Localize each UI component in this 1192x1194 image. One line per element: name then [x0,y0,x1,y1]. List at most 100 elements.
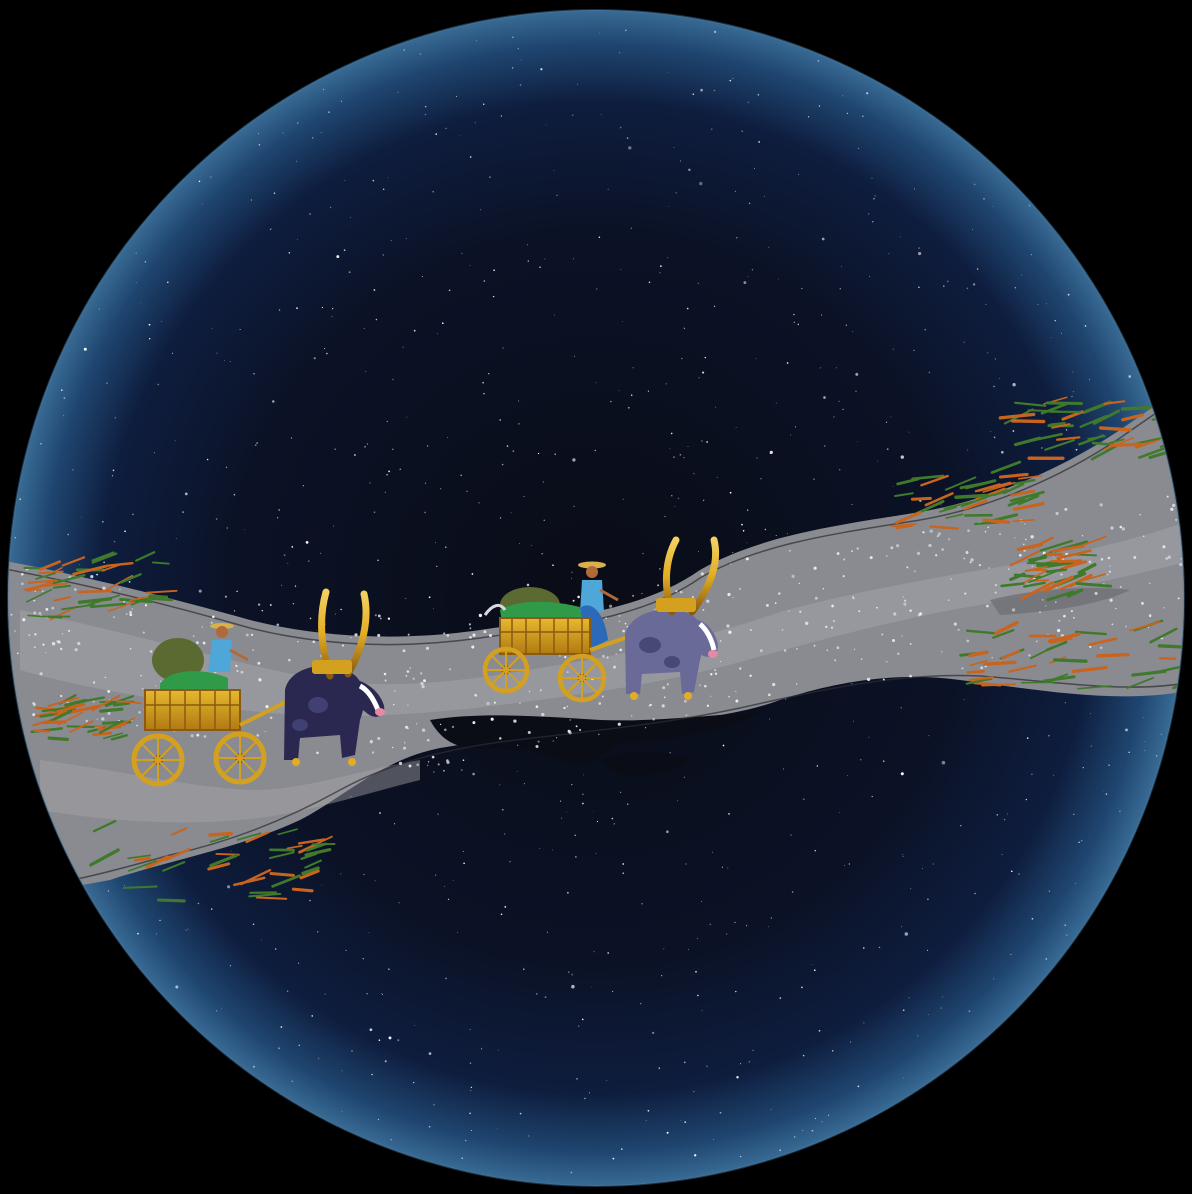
star [520,59,522,61]
star [786,533,788,535]
reed-blade [969,659,988,667]
star [664,515,666,518]
river-speckle [129,610,132,614]
river-speckle [427,761,430,763]
star [230,850,232,852]
star [747,509,749,511]
star [874,195,876,197]
river-speckle [853,597,855,600]
river-speckle [61,633,64,635]
river-speckle [929,529,933,533]
star [1045,958,1047,960]
river-speckle [903,599,907,603]
wheel-left-1 [131,733,185,787]
star [452,879,454,881]
star [229,361,231,362]
river-speckle [1088,560,1092,564]
star [715,406,717,408]
star [819,367,822,369]
star [858,147,860,149]
star [414,1025,416,1026]
river-speckle [994,591,997,594]
star [393,823,396,825]
star [972,283,976,286]
star [702,499,705,502]
star [476,39,478,41]
star [1090,745,1092,747]
river-speckle [125,613,128,616]
reed-blade [968,676,994,682]
reed-blade [98,719,124,734]
star [286,990,289,992]
star [460,134,461,136]
star [368,932,370,934]
star [571,114,574,116]
river-speckle [33,599,36,602]
reed-blade [148,594,169,599]
river-speckle [468,623,471,626]
star [332,308,334,310]
reed-blade [1009,572,1026,582]
river-speckle [1125,625,1127,628]
river-speckle [1163,607,1166,609]
reed-blade [1045,552,1064,557]
star [1012,430,1015,432]
reed-blade [72,564,108,576]
reed-blade [89,602,127,609]
star [868,213,870,215]
reed-blade [286,845,303,850]
river-speckle [1107,556,1111,560]
star [280,1026,283,1028]
reed-blade [1120,406,1152,411]
star [641,903,643,905]
river-speckle [312,640,316,644]
river-speckle [1162,545,1166,549]
star [947,280,949,282]
star [902,1009,905,1012]
river-speckle [261,609,264,612]
star [928,735,930,737]
star [741,130,744,133]
star [363,327,365,329]
river-speckle [28,634,31,637]
reed-blade [34,711,54,718]
river-speckle [1109,565,1111,567]
star [748,202,751,204]
river-speckle [1054,601,1057,604]
star [374,880,376,882]
star [571,577,572,579]
reed-blade [38,570,64,575]
star [838,400,840,403]
star [594,449,596,452]
star [581,1018,584,1021]
river-speckle [909,674,912,678]
river-speckle [316,751,319,755]
star [983,198,985,200]
star [366,443,368,445]
star [1084,325,1087,327]
star [351,1050,353,1052]
star [974,892,976,895]
star [922,867,924,869]
river-speckle [201,626,203,628]
star [908,431,910,433]
river-speckle [51,606,55,610]
star [340,100,342,102]
star [132,513,134,516]
star [526,583,530,587]
star [345,949,347,952]
star [818,105,821,107]
river-speckle [10,613,13,616]
reed-blade [76,696,106,704]
star [1160,733,1162,735]
star [709,923,711,925]
star [496,1128,498,1130]
reed-blade [208,831,233,837]
star [80,516,82,518]
star [226,885,231,889]
star [940,1007,942,1009]
star [1051,337,1052,338]
reed-blade [1158,657,1177,660]
star [892,348,894,350]
reed-blade [91,552,118,564]
